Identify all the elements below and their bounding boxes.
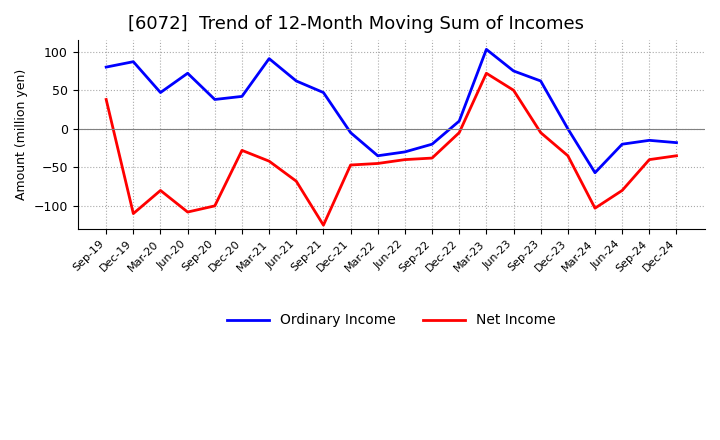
Ordinary Income xyxy=(564,126,572,132)
Net Income xyxy=(265,158,274,164)
Net Income xyxy=(319,223,328,228)
Net Income xyxy=(509,88,518,93)
Ordinary Income xyxy=(645,138,654,143)
Line: Ordinary Income: Ordinary Income xyxy=(106,49,677,173)
Net Income xyxy=(564,153,572,158)
Ordinary Income xyxy=(265,56,274,61)
Ordinary Income xyxy=(482,47,491,52)
Net Income xyxy=(618,188,626,193)
Ordinary Income xyxy=(400,149,409,154)
Ordinary Income xyxy=(319,90,328,95)
Net Income xyxy=(102,97,110,102)
Legend: Ordinary Income, Net Income: Ordinary Income, Net Income xyxy=(222,308,561,333)
Ordinary Income xyxy=(428,142,436,147)
Net Income xyxy=(645,157,654,162)
Net Income xyxy=(672,153,681,158)
Ordinary Income xyxy=(238,94,246,99)
Ordinary Income xyxy=(536,78,545,84)
Ordinary Income xyxy=(292,78,300,84)
Net Income xyxy=(156,188,165,193)
Line: Net Income: Net Income xyxy=(106,73,677,225)
Y-axis label: Amount (million yen): Amount (million yen) xyxy=(15,69,28,200)
Ordinary Income xyxy=(509,68,518,73)
Net Income xyxy=(374,161,382,166)
Ordinary Income xyxy=(210,97,219,102)
Net Income xyxy=(400,157,409,162)
Net Income xyxy=(455,130,464,135)
Ordinary Income xyxy=(156,90,165,95)
Net Income xyxy=(536,130,545,135)
Net Income xyxy=(346,162,355,168)
Net Income xyxy=(210,203,219,209)
Net Income xyxy=(428,155,436,161)
Net Income xyxy=(184,209,192,215)
Net Income xyxy=(238,148,246,153)
Ordinary Income xyxy=(102,64,110,70)
Net Income xyxy=(129,211,138,216)
Ordinary Income xyxy=(184,71,192,76)
Net Income xyxy=(590,205,599,211)
Ordinary Income xyxy=(374,153,382,158)
Ordinary Income xyxy=(455,118,464,124)
Net Income xyxy=(292,179,300,184)
Ordinary Income xyxy=(618,142,626,147)
Net Income xyxy=(482,71,491,76)
Text: [6072]  Trend of 12-Month Moving Sum of Incomes: [6072] Trend of 12-Month Moving Sum of I… xyxy=(128,15,584,33)
Ordinary Income xyxy=(129,59,138,64)
Ordinary Income xyxy=(346,130,355,135)
Ordinary Income xyxy=(590,170,599,176)
Ordinary Income xyxy=(672,140,681,145)
